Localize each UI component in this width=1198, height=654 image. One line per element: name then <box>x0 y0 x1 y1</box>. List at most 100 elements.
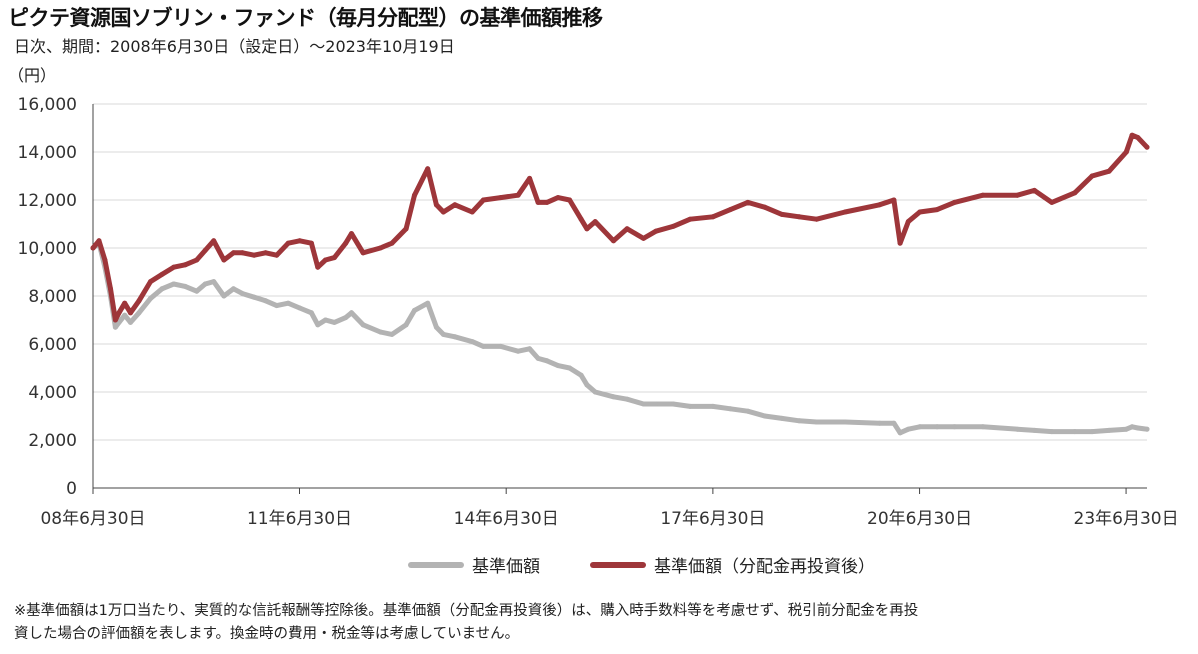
data-point-nav-reinvested <box>274 252 280 258</box>
data-point-nav-reinvested <box>148 279 153 285</box>
data-point-nav <box>323 317 328 323</box>
data-point-nav <box>555 363 561 369</box>
data-point-nav <box>425 300 431 306</box>
data-point-nav <box>877 420 883 426</box>
x-tick-label: 23年6月30日 <box>1074 509 1179 529</box>
data-point-nav-reinvested <box>96 238 102 244</box>
data-point-nav-reinvested <box>136 298 142 304</box>
data-point-nav-reinvested <box>128 310 133 316</box>
data-point-nav-reinvested <box>1031 187 1037 193</box>
data-point-nav <box>1031 427 1037 433</box>
data-point-nav-reinvested <box>745 199 751 205</box>
data-point-nav-reinvested <box>905 219 911 225</box>
data-point-nav-reinvested <box>285 240 291 246</box>
data-point-nav <box>159 286 165 292</box>
x-tick-label: 08年6月30日 <box>40 509 145 529</box>
data-point-nav <box>148 295 153 301</box>
data-point-nav <box>980 424 986 430</box>
data-point-nav <box>624 396 630 402</box>
data-point-nav-reinvested <box>796 214 802 220</box>
data-point-nav <box>952 424 957 430</box>
data-point-nav <box>1014 426 1020 432</box>
data-point-nav-reinvested <box>687 216 693 222</box>
data-point-nav <box>251 294 257 300</box>
data-point-nav <box>762 413 768 419</box>
line-chart: 0 2,000 4,000 6,000 8,000 10,000 12,000 14,000 1… <box>18 95 1179 529</box>
data-point-nav-reinvested <box>952 199 957 205</box>
data-point-nav <box>611 394 616 400</box>
y-tick-label: 10,000 <box>18 239 77 259</box>
footnote: ※基準価額は1万口当たり、実質的な信託報酬等控除後。基準価額（分配金再投資後）は… <box>14 600 1189 646</box>
chart-subtitle: 日次、期間：2008年6月30日（設定日）～2023年10月19日 <box>14 37 455 56</box>
data-point-nav-reinvested <box>297 238 303 244</box>
data-point-nav <box>136 310 142 316</box>
data-point-nav-reinvested <box>934 207 940 213</box>
data-point-nav-reinvested <box>102 257 108 263</box>
series-line-nav-reinvested <box>90 132 1150 323</box>
data-point-nav-reinvested <box>980 192 986 198</box>
data-point-nav-reinvested <box>891 197 897 203</box>
data-point-nav-reinvested <box>182 262 188 268</box>
data-point-nav <box>796 418 802 424</box>
x-tick-label: 11年6月30日 <box>247 509 352 529</box>
data-point-nav <box>934 424 940 430</box>
data-point-nav <box>897 430 903 436</box>
data-point-nav-reinvested <box>116 310 122 316</box>
data-point-nav <box>297 305 303 311</box>
data-point-nav-reinvested <box>611 238 616 244</box>
data-point-nav <box>343 315 349 321</box>
data-point-nav-reinvested <box>315 264 321 270</box>
data-point-nav <box>535 355 541 361</box>
data-point-nav-reinvested <box>211 238 217 244</box>
data-point-nav-reinvested <box>1106 168 1112 174</box>
data-point-nav <box>403 322 409 328</box>
data-point-nav <box>182 283 188 289</box>
data-point-nav-reinvested <box>159 271 165 277</box>
data-point-nav <box>171 281 177 287</box>
data-point-nav <box>377 329 383 335</box>
data-point-nav <box>727 406 733 412</box>
data-point-nav <box>905 426 911 432</box>
data-point-nav <box>1049 429 1055 435</box>
data-point-nav <box>1089 429 1095 435</box>
data-point-nav-reinvested <box>624 226 630 232</box>
data-point-nav <box>515 348 521 354</box>
data-point-nav-reinvested <box>1129 132 1135 138</box>
data-point-nav <box>469 339 475 345</box>
data-point-nav <box>653 401 659 407</box>
data-point-nav-reinvested <box>727 207 733 213</box>
data-point-nav <box>1129 424 1135 430</box>
data-point-nav-reinvested <box>469 209 475 215</box>
data-point-nav <box>584 382 590 388</box>
data-point-nav <box>349 310 354 316</box>
data-point-nav-reinvested <box>323 257 328 263</box>
data-point-nav-reinvested <box>425 166 431 172</box>
y-tick-label: 12,000 <box>18 191 77 211</box>
data-point-nav <box>687 403 693 409</box>
x-tick-label: 20年6月30日 <box>867 509 972 529</box>
footnote-line-1: ※基準価額は1万口当たり、実質的な信託報酬等控除後。基準価額（分配金再投資後）は… <box>14 603 919 619</box>
data-point-nav-reinvested <box>122 300 128 306</box>
data-point-nav-reinvested <box>1014 192 1020 198</box>
data-point-nav-reinvested <box>1123 149 1129 155</box>
data-point-nav-reinvested <box>592 219 598 225</box>
data-point-nav <box>452 334 458 340</box>
data-point-nav-reinvested <box>877 202 883 208</box>
data-point-nav <box>389 331 395 337</box>
data-point-nav-reinvested <box>251 252 257 258</box>
data-point-nav-reinvested <box>779 211 785 217</box>
data-point-nav <box>891 420 897 426</box>
y-tick-label: 14,000 <box>18 143 77 163</box>
data-point-nav-reinvested <box>1049 199 1055 205</box>
data-point-nav-reinvested <box>515 192 521 198</box>
data-point-nav <box>202 281 208 287</box>
data-point-nav-reinvested <box>308 240 314 246</box>
data-point-nav <box>1072 429 1078 435</box>
data-point-nav-reinvested <box>480 197 486 203</box>
data-point-nav <box>116 319 122 325</box>
x-tick-label: 14年6月30日 <box>454 509 559 529</box>
legend-label-nav-reinvested: 基準価額（分配金再投資後） <box>654 557 875 577</box>
y-tick-label: 2,000 <box>28 431 77 451</box>
x-tick-label: 17年6月30日 <box>660 509 765 529</box>
data-point-nav <box>433 324 439 330</box>
